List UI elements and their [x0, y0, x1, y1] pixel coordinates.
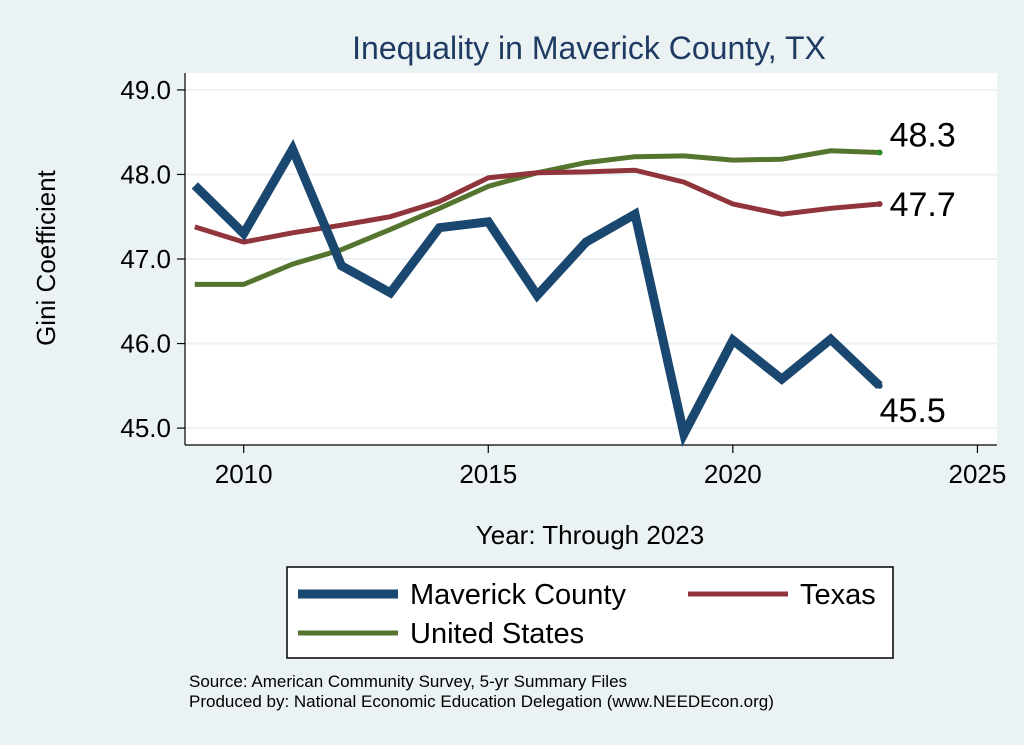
legend: Maverick County Texas United States: [286, 566, 894, 659]
series-line-maverick-county: [191, 138, 883, 448]
legend-box: [286, 566, 894, 659]
legend-items: Maverick County Texas United States: [298, 579, 876, 650]
legend-label-maverick-county: Maverick County: [410, 579, 626, 611]
end-point-texas: [876, 201, 883, 208]
y-tick-label: 45.0: [120, 413, 171, 443]
end-labels: 45.5 47.7 48.3: [880, 116, 956, 429]
x-tick-label: 2020: [704, 459, 762, 489]
y-tick-label: 47.0: [120, 244, 171, 274]
legend-label-united-states: United States: [410, 618, 584, 650]
y-axis-title: Gini Coefficient: [31, 169, 61, 346]
series-line-texas: [194, 167, 880, 245]
series-lines: [191, 138, 883, 448]
chart-title: Inequality in Maverick County, TX: [352, 30, 826, 66]
x-tick-label: 2015: [459, 459, 517, 489]
end-label-united-states: 48.3: [890, 116, 956, 154]
producer-note: Produced by: National Economic Education…: [189, 692, 774, 711]
x-axis-title: Year: Through 2023: [476, 520, 704, 550]
x-tick-label: 2025: [949, 459, 1007, 489]
end-point-maverick-county: [876, 382, 883, 389]
axes: 45.0 46.0 47.0 48.0 49.0 2010 2015 2020 2025: [120, 73, 1006, 489]
y-tick-label: 46.0: [120, 329, 171, 359]
end-point-united-states: [876, 149, 883, 156]
gridlines: [185, 88, 997, 430]
y-tick-label: 49.0: [120, 75, 171, 105]
legend-label-texas: Texas: [800, 579, 876, 611]
end-label-maverick-county: 45.5: [880, 392, 946, 430]
end-label-texas: 47.7: [890, 186, 956, 224]
source-note: Source: American Community Survey, 5-yr …: [189, 672, 627, 691]
x-tick-label: 2010: [215, 459, 273, 489]
y-tick-label: 48.0: [120, 159, 171, 189]
